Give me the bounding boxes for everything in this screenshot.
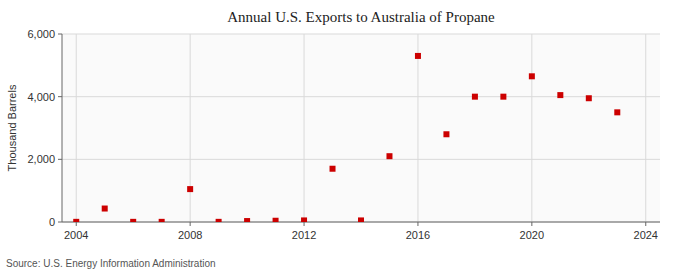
x-grid-line — [417, 34, 418, 222]
x-tick — [76, 222, 77, 226]
x-grid-line — [190, 34, 191, 222]
y-tick-label: 2,000 — [27, 153, 55, 165]
y-axis-label: Thousand Barrels — [6, 84, 18, 171]
point — [415, 53, 421, 59]
y-tick — [58, 96, 62, 97]
point — [443, 131, 449, 137]
point — [500, 94, 506, 100]
y-grid-line — [62, 159, 660, 160]
x-grid-line — [304, 34, 305, 222]
point — [130, 219, 136, 222]
points — [73, 53, 620, 222]
x-axis: 2004 2008 2012 2016 2020 2024 — [64, 34, 658, 241]
y-tick — [58, 34, 62, 35]
plot-background — [62, 34, 660, 222]
point — [216, 219, 222, 222]
y-axis: 0 2,000 4,000 6,000 — [27, 28, 660, 228]
y-grid-line — [62, 96, 660, 97]
x-tick-label: 2016 — [406, 229, 430, 241]
point — [187, 186, 193, 192]
y-tick — [58, 222, 62, 223]
x-tick-label: 2012 — [292, 229, 316, 241]
point — [301, 217, 307, 222]
point — [102, 206, 108, 212]
y-tick-label: 4,000 — [27, 91, 55, 103]
y-grid-line — [62, 34, 660, 35]
x-tick — [304, 222, 305, 226]
point — [358, 217, 364, 222]
point — [273, 218, 279, 222]
point — [529, 73, 535, 79]
x-tick — [645, 222, 646, 226]
point — [244, 218, 250, 222]
point — [557, 92, 563, 98]
y-tick — [58, 159, 62, 160]
point — [159, 219, 165, 222]
x-tick-label: 2004 — [64, 229, 88, 241]
x-tick — [531, 222, 532, 226]
point — [330, 166, 336, 172]
x-tick-label: 2024 — [634, 229, 658, 241]
x-tick-label: 2008 — [178, 229, 202, 241]
title: Annual U.S. Exports to Australia of Prop… — [227, 9, 495, 25]
source-note: Source: U.S. Energy Information Administ… — [6, 258, 216, 269]
x-grid-line — [531, 34, 532, 222]
y-axis-line — [62, 34, 63, 222]
x-tick — [190, 222, 191, 226]
x-grid-line — [76, 34, 77, 222]
x-grid-line — [645, 34, 646, 222]
point — [472, 94, 478, 100]
point — [586, 95, 592, 101]
point — [73, 219, 79, 222]
point — [386, 153, 392, 159]
y-tick-label: 0 — [49, 216, 55, 228]
x-tick-label: 2020 — [520, 229, 544, 241]
chart-container: 0 2,000 4,000 6,000 2004 2008 2012 2016 2020 2024… — [0, 0, 675, 275]
chart-svg: 0 2,000 4,000 6,000 2004 2008 2012 2016 2020 2024… — [0, 0, 675, 275]
x-tick — [417, 222, 418, 226]
point — [614, 109, 620, 115]
y-tick-label: 6,000 — [27, 28, 55, 40]
